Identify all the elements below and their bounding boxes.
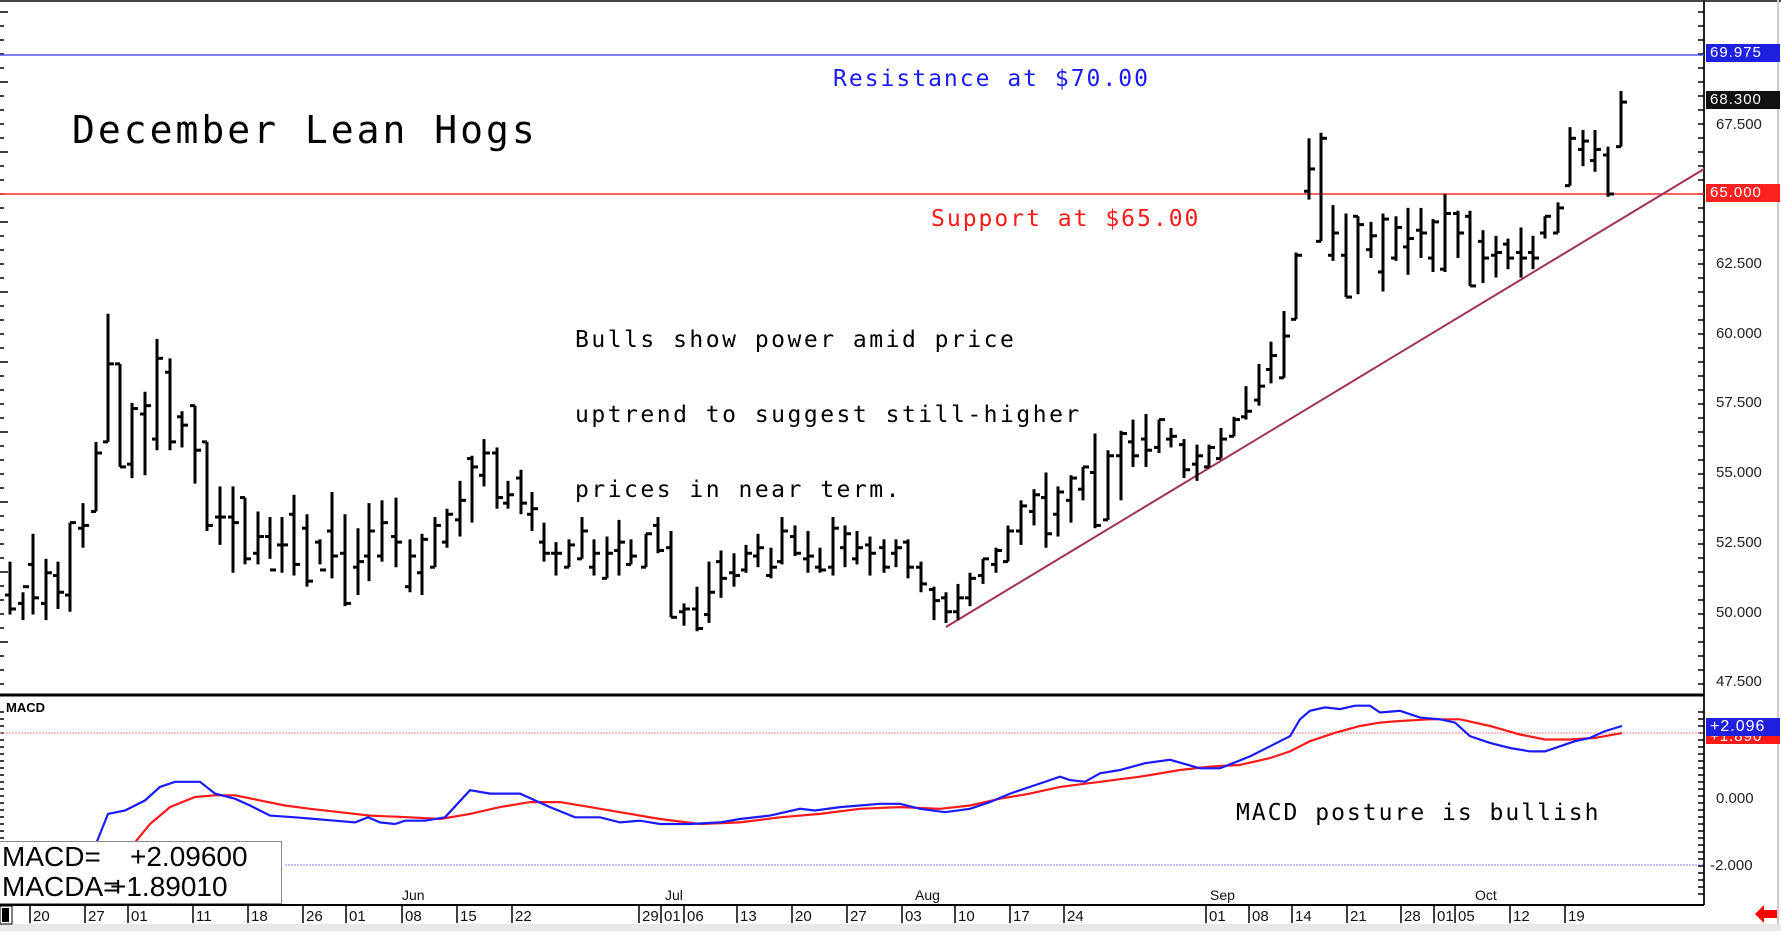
month-label: Aug [915,887,940,903]
macd-tick-zero: 0.000 [1716,790,1754,807]
comment-line-2: uptrend to suggest still-higher [575,402,1082,428]
month-label: Jun [402,887,425,903]
month-label: Sep [1210,887,1235,903]
macda-readout-value: +1.89010 [110,871,228,902]
macda-readout-label: MACDA= [2,871,120,902]
uptrend-line [945,168,1705,628]
date-tick-label: 01 [1209,908,1226,925]
date-tick-label: 27 [850,908,867,925]
date-tick-label: 20 [33,908,50,925]
left-axis-ticks [0,11,8,895]
macd-value-tag: +2.096 [1706,718,1780,736]
date-tick-label: 22 [515,908,532,925]
date-tick-label: 15 [460,908,477,925]
right-axis-ticks [1698,11,1704,895]
macd-panel-title: MACD [6,700,45,715]
macd-line [83,704,1623,872]
macd-comment: MACD posture is bullish [1236,800,1601,826]
date-tick-label: 28 [1404,908,1421,925]
date-tick-label: 26 [306,908,323,925]
macd-readout: MACD= +2.09600 MACDA= +1.89010 [0,841,282,904]
date-tick-label: 29 [642,908,659,925]
date-tick-label: 12 [1513,908,1530,925]
price-bars [5,90,1627,632]
price-tick-47500: 47.500 [1716,673,1762,690]
price-tick-52500: 52.500 [1716,534,1762,551]
resistance-price-tag: 69.975 [1706,44,1780,62]
last-price-tag: 68.300 [1706,91,1780,109]
chart-title: December Lean Hogs [72,108,538,152]
date-tick-label: 14 [1295,908,1312,925]
macd-readout-label: MACD= [2,841,101,872]
macda-line [99,718,1623,883]
price-tick-57500: 57.500 [1716,394,1762,411]
date-tick-label: 10 [958,908,975,925]
date-tick-label: 18 [251,908,268,925]
date-tick-label: 01 [664,908,681,925]
date-tick-label: 05 [1458,908,1475,925]
date-tick-label: 13 [740,908,757,925]
price-tick-62500: 62.500 [1716,255,1762,272]
date-tick-label: 17 [1013,908,1030,925]
support-price-tag: 65.000 [1706,184,1780,202]
price-tick-55000: 55.000 [1716,464,1762,481]
macd-readout-value: +2.09600 [130,841,248,872]
price-tick-50000: 50.000 [1716,604,1762,621]
date-tick-label: 08 [405,908,422,925]
scroll-left-arrow-icon[interactable] [1755,905,1777,923]
price-tick-67500: 67.500 [1716,116,1762,133]
price-tick-60000: 60.000 [1716,325,1762,342]
date-tick-label: 01 [349,908,366,925]
date-tick-label: 19 [1568,908,1585,925]
date-tick-label: 20 [795,908,812,925]
date-tick-label: 21 [1350,908,1367,925]
month-label: Jul [665,887,683,903]
date-tick-label: 11 [196,908,212,925]
comment-line-3: prices in near term. [575,477,902,503]
date-tick-label: 24 [1067,908,1084,925]
date-tick-label: 01 [1437,908,1454,925]
date-tick-label: 01 [131,908,148,925]
comment-line-1: Bulls show power amid price [575,327,1017,353]
macd-tick-minus-two: -2.000 [1710,857,1753,874]
support-label: Support at $65.00 [931,206,1201,232]
date-tick-label: 03 [905,908,922,925]
date-tick-label: 08 [1252,908,1269,925]
resistance-label: Resistance at $70.00 [833,66,1150,92]
date-tick-label: 27 [88,908,105,925]
date-axis-ticks: 20 27 01 11 18 26 01 08 15 22 29 01 06 13 20 27 03 10 17 24… [29,887,1585,925]
date-tick-label: 06 [687,908,704,925]
month-label: Oct [1475,887,1497,903]
analyst-comment: Bulls show power amid price uptrend to s… [575,278,1082,553]
